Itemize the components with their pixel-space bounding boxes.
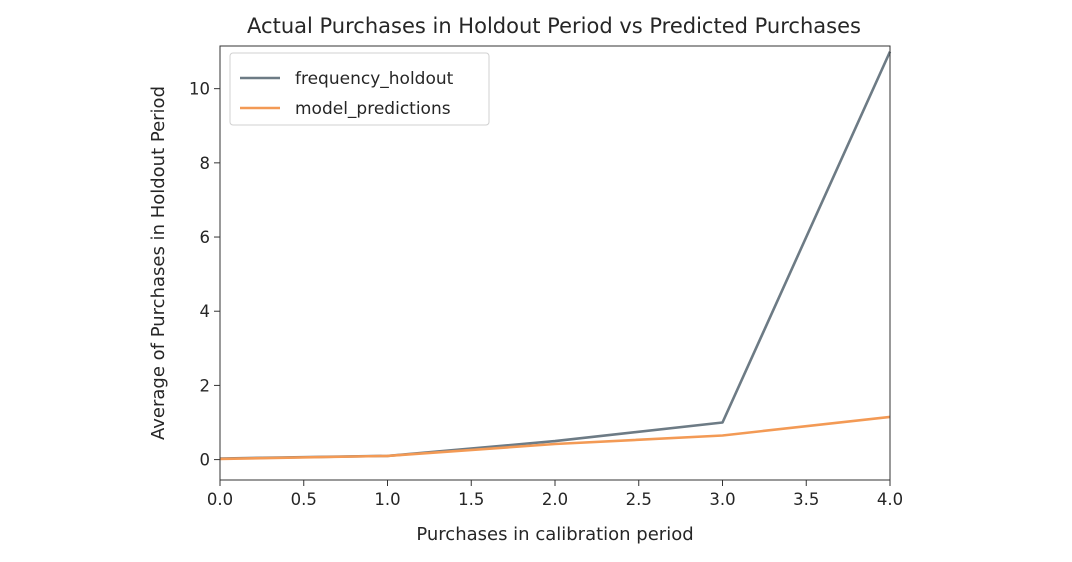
x-axis-label: Purchases in calibration period [416,524,693,545]
x-tick-label: 2.0 [542,490,568,509]
x-tick-label: 3.0 [709,490,735,509]
y-axis-label: Average of Purchases in Holdout Period [148,86,169,440]
x-tick-label: 0.0 [207,490,233,509]
x-tick-label: 2.5 [626,490,652,509]
legend-box [229,52,490,126]
y-tick-label: 0 [200,451,211,470]
x-tick-label: 1.5 [458,490,484,509]
series-line-model-predictions [219,415,891,461]
legend-label-model-predictions: model_predictions [295,99,451,119]
legend-items: frequency_holdout model_predictions [240,69,454,119]
legend: frequency_holdout model_predictions [229,52,490,126]
y-tick-label: 2 [200,376,211,395]
y-tick-label: 8 [200,154,211,173]
x-tick-label: 3.5 [793,490,819,509]
x-tick-label: 1.0 [374,490,400,509]
y-tick-label: 4 [200,302,211,321]
x-tick-label: 0.5 [291,490,317,509]
series-lines [219,51,892,461]
y-axis: 0 2 4 6 8 10 [189,80,220,470]
x-tick-label: 4.0 [877,490,903,509]
legend-label-frequency-holdout: frequency_holdout [295,69,454,89]
chart-title: Actual Purchases in Holdout Period vs Pr… [247,14,861,38]
y-tick-label: 10 [189,80,210,99]
x-axis: 0.0 0.5 1.0 1.5 2.0 2.5 3.0 3.5 4.0 [207,480,903,509]
y-tick-label: 6 [200,228,211,247]
